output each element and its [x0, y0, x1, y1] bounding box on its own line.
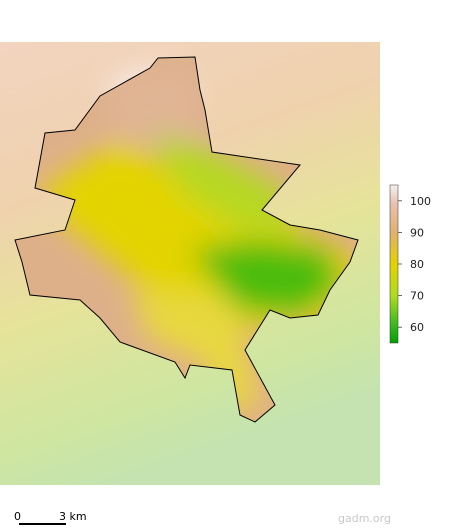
credit: gadm.org	[338, 512, 391, 525]
region-outline	[14, 56, 359, 423]
legend-tick-label: 70	[410, 290, 424, 303]
legend-tick-label: 80	[410, 258, 424, 271]
legend-tick-label: 100	[410, 195, 431, 208]
legend-tick-label: 90	[410, 226, 424, 239]
legend-tick-label: 60	[410, 321, 424, 334]
scale-start: 0	[14, 510, 21, 523]
scale-end: 3 km	[59, 510, 87, 523]
legend-colorbar	[389, 184, 399, 344]
